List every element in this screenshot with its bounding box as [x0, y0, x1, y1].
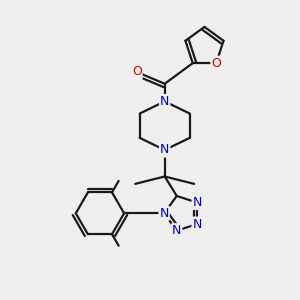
Text: N: N — [159, 207, 169, 220]
Text: N: N — [193, 196, 202, 209]
Text: O: O — [211, 57, 221, 70]
Text: N: N — [160, 143, 169, 157]
Text: N: N — [160, 95, 169, 108]
Text: N: N — [172, 224, 182, 237]
Text: N: N — [193, 218, 202, 230]
Text: O: O — [132, 65, 142, 79]
